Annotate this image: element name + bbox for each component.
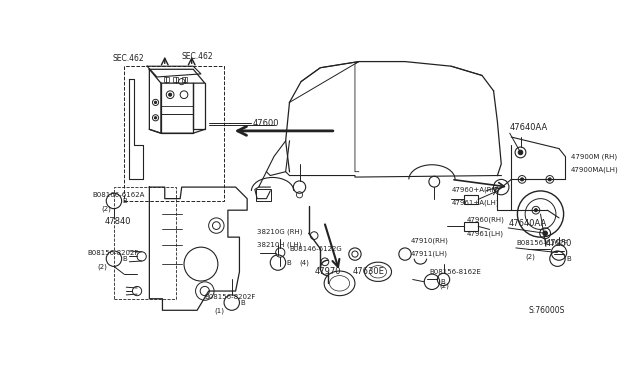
Text: 47970: 47970 bbox=[314, 267, 340, 276]
Text: (2): (2) bbox=[439, 282, 449, 289]
Circle shape bbox=[168, 93, 172, 96]
Text: 47900M (RH): 47900M (RH) bbox=[570, 153, 617, 160]
Text: (4): (4) bbox=[300, 259, 309, 266]
Text: 47600: 47600 bbox=[253, 119, 279, 128]
Bar bbox=[173, 77, 178, 81]
Bar bbox=[255, 189, 271, 201]
Text: 47900MA(LH): 47900MA(LH) bbox=[570, 166, 618, 173]
Text: B08146-6122G: B08146-6122G bbox=[289, 246, 342, 252]
Bar bbox=[182, 77, 187, 81]
Text: 47910(RH): 47910(RH) bbox=[410, 238, 448, 244]
Text: 47960(RH): 47960(RH) bbox=[467, 217, 504, 224]
Text: 47911(LH): 47911(LH) bbox=[410, 251, 447, 257]
Text: (2): (2) bbox=[102, 205, 111, 212]
Text: B08156-8162E: B08156-8162E bbox=[429, 269, 481, 275]
Bar bbox=[164, 77, 168, 81]
Circle shape bbox=[534, 209, 538, 212]
Text: (1): (1) bbox=[214, 308, 224, 314]
Text: B08156-8202F: B08156-8202F bbox=[88, 250, 139, 256]
Text: SEC.462: SEC.462 bbox=[182, 52, 213, 61]
Text: B: B bbox=[287, 260, 291, 266]
Circle shape bbox=[518, 150, 523, 155]
Text: SEC.462: SEC.462 bbox=[113, 54, 144, 63]
Text: B: B bbox=[122, 198, 127, 204]
Text: B: B bbox=[240, 299, 245, 305]
Text: 47630E: 47630E bbox=[353, 267, 385, 276]
Text: B: B bbox=[440, 279, 445, 285]
Bar bbox=[124, 66, 224, 201]
Text: 47640AA: 47640AA bbox=[509, 123, 548, 132]
Text: S:76000S: S:76000S bbox=[528, 306, 564, 315]
Text: 38210H (LH): 38210H (LH) bbox=[257, 241, 301, 248]
Text: 47640AA: 47640AA bbox=[508, 219, 547, 228]
Circle shape bbox=[520, 178, 524, 181]
Text: 47840: 47840 bbox=[105, 217, 131, 226]
Text: B: B bbox=[122, 256, 127, 262]
Text: B08156-8202F: B08156-8202F bbox=[205, 294, 256, 300]
Bar bbox=[464, 222, 478, 231]
Circle shape bbox=[548, 178, 551, 181]
Text: (2): (2) bbox=[525, 254, 535, 260]
Bar bbox=[464, 195, 478, 204]
Text: 47961(LH): 47961(LH) bbox=[467, 230, 504, 237]
Text: B08156-6162F: B08156-6162F bbox=[516, 240, 568, 246]
Bar bbox=[114, 187, 175, 299]
Text: (2): (2) bbox=[97, 263, 107, 270]
Text: 47960+A(RH): 47960+A(RH) bbox=[451, 186, 500, 193]
Text: 38210G (RH): 38210G (RH) bbox=[257, 228, 303, 235]
Text: 47950: 47950 bbox=[546, 239, 572, 248]
Bar bbox=[161, 114, 193, 133]
Circle shape bbox=[154, 117, 157, 119]
Circle shape bbox=[543, 231, 547, 235]
Circle shape bbox=[154, 101, 157, 103]
Text: 47961+A(LH): 47961+A(LH) bbox=[451, 199, 499, 206]
Text: B: B bbox=[566, 256, 571, 262]
Text: B08166-6162A: B08166-6162A bbox=[92, 192, 145, 198]
